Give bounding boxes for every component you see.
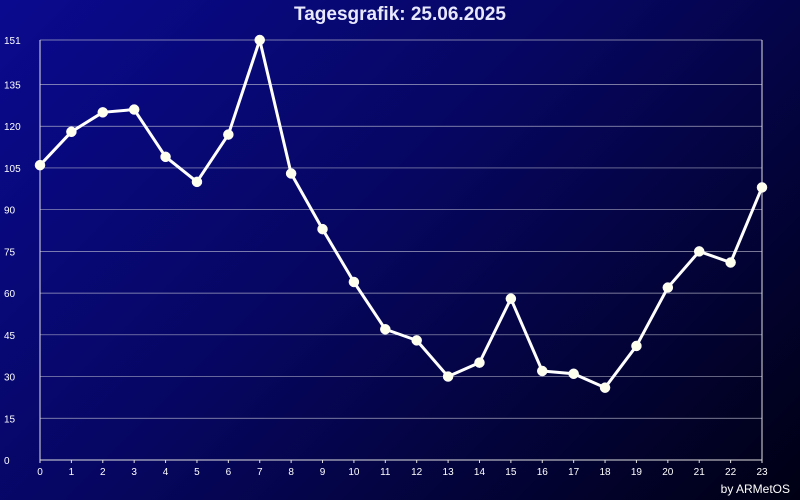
x-tick-label: 8	[288, 467, 294, 478]
y-tick-label: 120	[4, 122, 21, 133]
x-tick-label: 5	[194, 467, 200, 478]
x-tick-label: 18	[599, 467, 611, 478]
x-tick-label: 14	[474, 467, 486, 478]
y-tick-label: 60	[4, 289, 16, 300]
x-tick-label: 22	[725, 467, 737, 478]
data-point	[537, 365, 548, 377]
x-tick-label: 4	[163, 467, 169, 478]
grid-lines	[40, 39, 762, 419]
axes	[39, 40, 763, 463]
x-tick-label: 2	[100, 467, 106, 478]
x-tick-label: 21	[694, 467, 706, 478]
data-point	[348, 276, 360, 288]
y-tick-label: 45	[4, 331, 16, 342]
data-point	[599, 382, 611, 393]
data-point	[380, 324, 391, 335]
y-tick-labels: 0 15 30 45 60 75 90 105 120 135 151	[4, 36, 21, 467]
y-tick-label: 90	[4, 206, 16, 217]
data-point	[160, 151, 171, 163]
series-layer	[34, 34, 768, 393]
y-tick-label: 0	[4, 456, 10, 467]
y-tick-label: 105	[4, 164, 21, 175]
y-tick-label: 30	[4, 373, 16, 384]
y-tick-label: 151	[4, 36, 21, 47]
x-tick-label: 1	[69, 467, 75, 478]
x-tick-label: 19	[631, 467, 643, 478]
x-tick-label: 0	[37, 467, 43, 478]
chart-title: Tagesgrafik: 25.06.2025	[294, 4, 506, 25]
y-tick-label: 15	[4, 414, 16, 425]
x-tick-label: 11	[380, 467, 391, 478]
data-point	[505, 293, 517, 304]
x-tick-label: 9	[320, 467, 326, 478]
x-tick-label: 17	[568, 467, 580, 478]
x-tick-label: 20	[662, 467, 674, 478]
data-point	[474, 357, 485, 368]
x-tick-label: 23	[756, 467, 768, 478]
x-tick-labels: 0 1 2 3 4 5 6 7 8 9 10 11 12 13 14 15 16 17 18 19 20 21 22 23	[37, 467, 768, 478]
data-point	[285, 168, 297, 179]
x-tick-label: 16	[537, 467, 549, 478]
x-tick-label: 3	[131, 467, 137, 478]
x-tick-label: 13	[443, 467, 455, 478]
data-point	[756, 182, 768, 193]
series-line	[38, 38, 764, 390]
data-point	[128, 104, 140, 115]
y-tick-label: 135	[4, 81, 21, 92]
data-point	[97, 107, 109, 118]
data-point	[191, 176, 203, 188]
x-tick-label: 15	[505, 467, 517, 478]
data-point	[254, 34, 265, 46]
data-point	[568, 368, 579, 380]
x-tick-label: 10	[348, 467, 360, 478]
data-point	[66, 126, 77, 138]
data-point	[662, 282, 674, 293]
data-point	[411, 335, 422, 346]
x-tick-label: 7	[257, 467, 263, 478]
data-point	[725, 257, 736, 268]
data-point	[223, 129, 234, 140]
y-tick-label: 75	[4, 247, 16, 258]
x-tick-label: 12	[411, 467, 423, 478]
data-point	[442, 371, 454, 382]
data-point	[693, 246, 705, 257]
credit-text: by ARMetOS	[720, 482, 790, 496]
data-point	[34, 159, 46, 171]
data-point	[631, 340, 642, 352]
data-point	[317, 223, 328, 235]
x-tick-label: 6	[226, 467, 232, 478]
